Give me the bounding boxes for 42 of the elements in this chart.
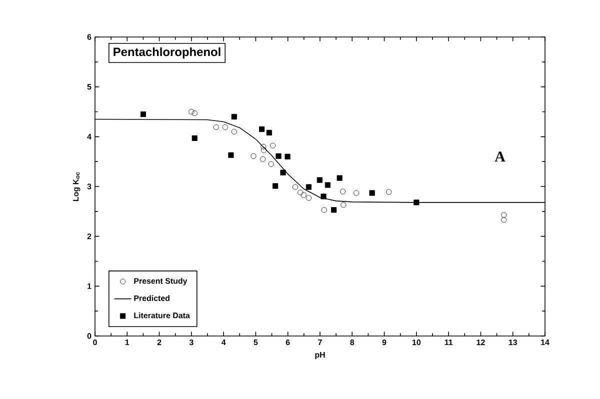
point xyxy=(324,182,331,188)
point xyxy=(369,190,375,196)
point xyxy=(260,144,266,150)
point xyxy=(140,111,146,118)
point xyxy=(192,135,198,141)
point xyxy=(188,108,194,115)
text: Pentachlorophenol xyxy=(114,47,220,59)
point xyxy=(272,183,278,189)
point xyxy=(320,194,326,200)
point xyxy=(266,130,272,136)
point xyxy=(331,207,337,213)
point xyxy=(222,124,228,130)
point xyxy=(260,147,267,153)
annotation: A xyxy=(494,152,506,162)
point xyxy=(213,124,219,130)
point xyxy=(192,110,198,116)
point xyxy=(501,217,507,223)
point xyxy=(300,192,306,198)
point xyxy=(354,190,360,196)
point xyxy=(231,114,237,120)
point xyxy=(306,184,312,190)
point xyxy=(228,152,234,158)
point xyxy=(268,161,274,167)
point xyxy=(336,175,342,181)
point xyxy=(260,156,266,162)
point xyxy=(316,177,322,183)
point xyxy=(501,212,507,218)
point xyxy=(306,195,312,201)
point xyxy=(284,154,290,160)
point xyxy=(250,153,256,159)
point xyxy=(414,200,420,206)
point xyxy=(321,207,327,213)
point xyxy=(340,202,346,208)
point xyxy=(276,153,282,159)
point xyxy=(340,188,346,194)
point xyxy=(270,142,276,148)
point xyxy=(259,126,265,132)
point xyxy=(298,190,304,196)
point xyxy=(280,170,286,176)
point xyxy=(386,189,392,195)
point xyxy=(292,184,298,190)
point xyxy=(231,128,237,134)
